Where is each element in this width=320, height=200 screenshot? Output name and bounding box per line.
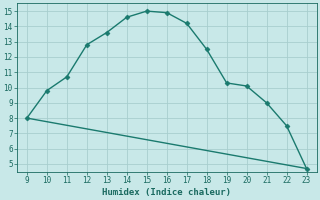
X-axis label: Humidex (Indice chaleur): Humidex (Indice chaleur) bbox=[102, 188, 231, 197]
